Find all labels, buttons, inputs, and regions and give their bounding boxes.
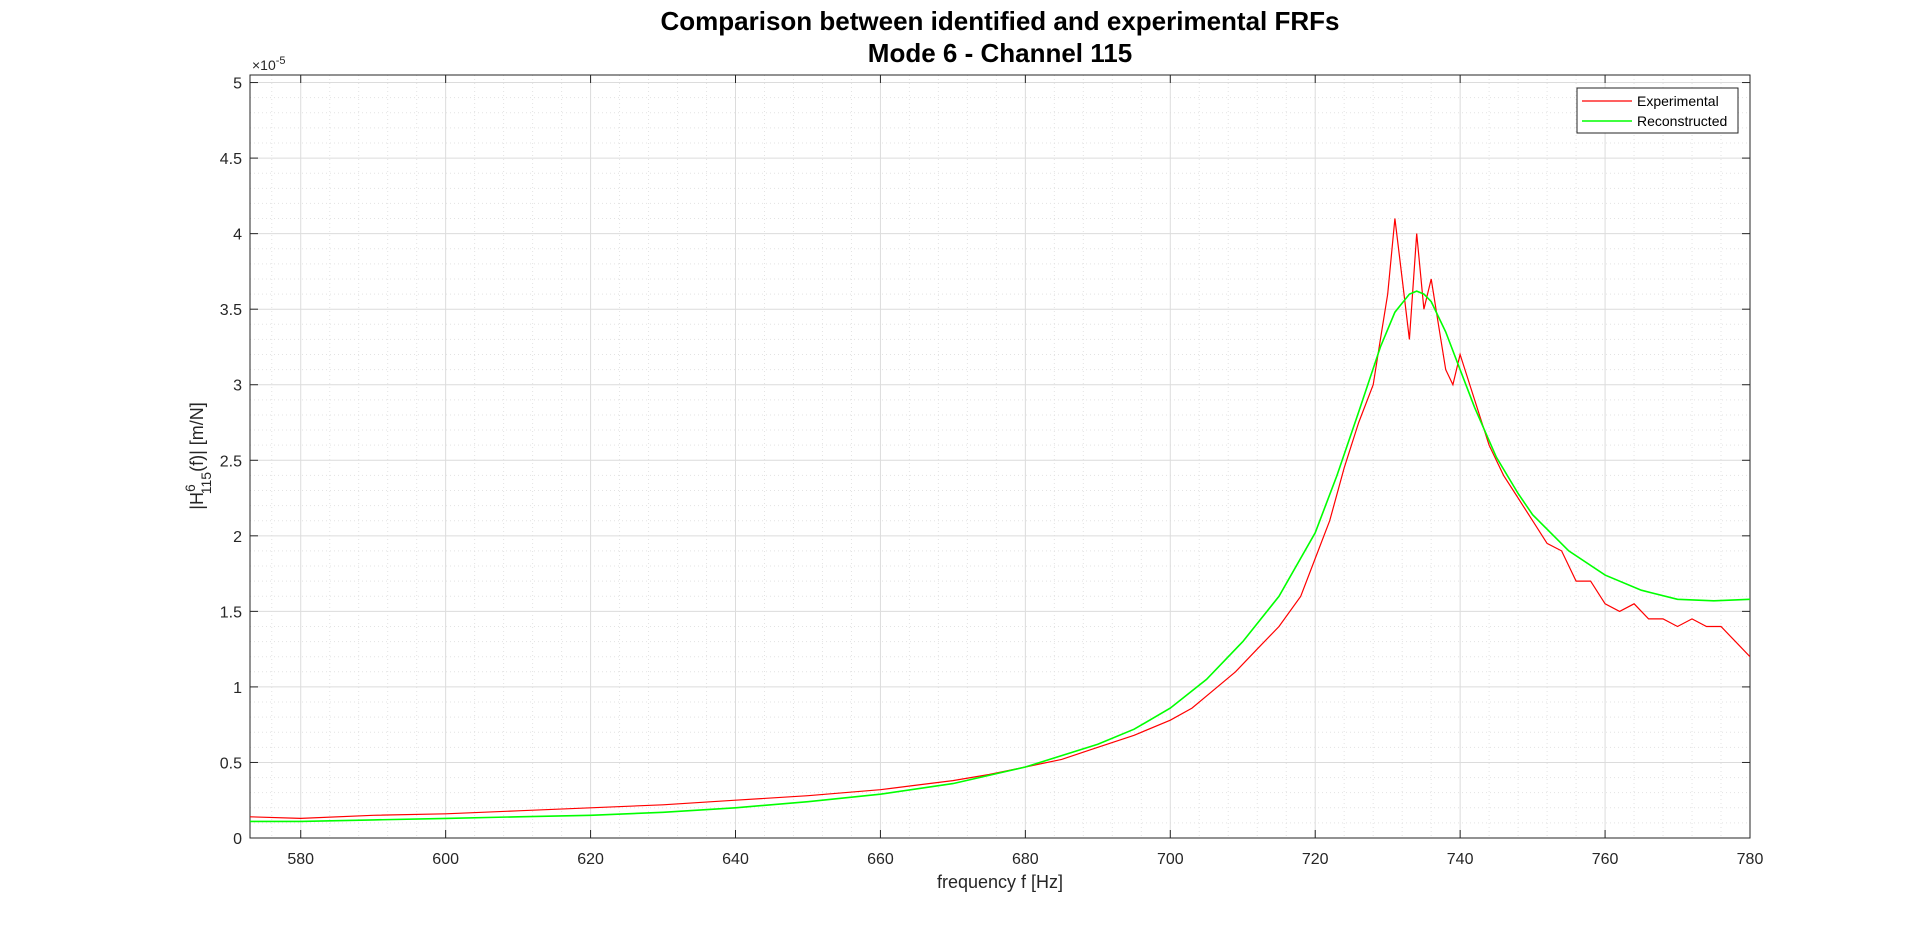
x-tick-labels: 580 600 620 640 660 680 700 720 740 760 780 bbox=[287, 851, 1763, 868]
y-exponent-label: ×10-5 bbox=[252, 55, 286, 73]
y-tick-label: 2.5 bbox=[220, 453, 242, 470]
x-tick-label: 780 bbox=[1737, 851, 1764, 868]
reconstructed-series-line bbox=[250, 290, 1750, 823]
x-tick-label: 640 bbox=[722, 851, 749, 868]
experimental-series-line bbox=[250, 218, 1750, 820]
y-tick-label: 1 bbox=[233, 680, 242, 697]
y-tick-label: 2 bbox=[233, 529, 242, 546]
axis-ticks bbox=[250, 75, 1751, 839]
chart-title: Comparison between identified and experi… bbox=[660, 6, 1339, 36]
x-tick-label: 760 bbox=[1592, 851, 1619, 868]
y-tick-label: 3 bbox=[233, 378, 242, 395]
x-tick-label: 680 bbox=[1012, 851, 1039, 868]
legend-experimental-label: Experimental bbox=[1637, 93, 1719, 109]
x-tick-label: 600 bbox=[432, 851, 459, 868]
legend-reconstructed-label: Reconstructed bbox=[1637, 113, 1727, 129]
y-tick-label: 1.5 bbox=[220, 604, 242, 621]
x-tick-label: 720 bbox=[1302, 851, 1329, 868]
x-tick-label: 580 bbox=[287, 851, 314, 868]
y-tick-label: 3.5 bbox=[220, 302, 242, 319]
chart-subtitle: Mode 6 - Channel 115 bbox=[868, 38, 1132, 68]
plot-area-frame bbox=[249, 74, 1751, 839]
y-axis-label: |H6115(f)| [m/N] bbox=[182, 402, 214, 509]
x-tick-label: 700 bbox=[1157, 851, 1184, 868]
y-tick-label: 0 bbox=[233, 831, 242, 848]
x-tick-label: 660 bbox=[867, 851, 894, 868]
x-tick-label: 740 bbox=[1447, 851, 1474, 868]
y-tick-labels: 0 0.5 1 1.5 2 2.5 3 3.5 4 4.5 5 bbox=[220, 76, 242, 848]
x-tick-label: 620 bbox=[577, 851, 604, 868]
y-tick-label: 4 bbox=[233, 227, 242, 244]
legend: Experimental Reconstructed bbox=[1576, 87, 1739, 134]
y-tick-label: 5 bbox=[233, 76, 242, 93]
y-tick-label: 4.5 bbox=[220, 151, 242, 168]
x-axis-label: frequency f [Hz] bbox=[937, 872, 1063, 892]
minor-grid bbox=[250, 75, 1750, 838]
legend-box bbox=[1576, 87, 1739, 134]
y-tick-label: 0.5 bbox=[220, 755, 242, 772]
